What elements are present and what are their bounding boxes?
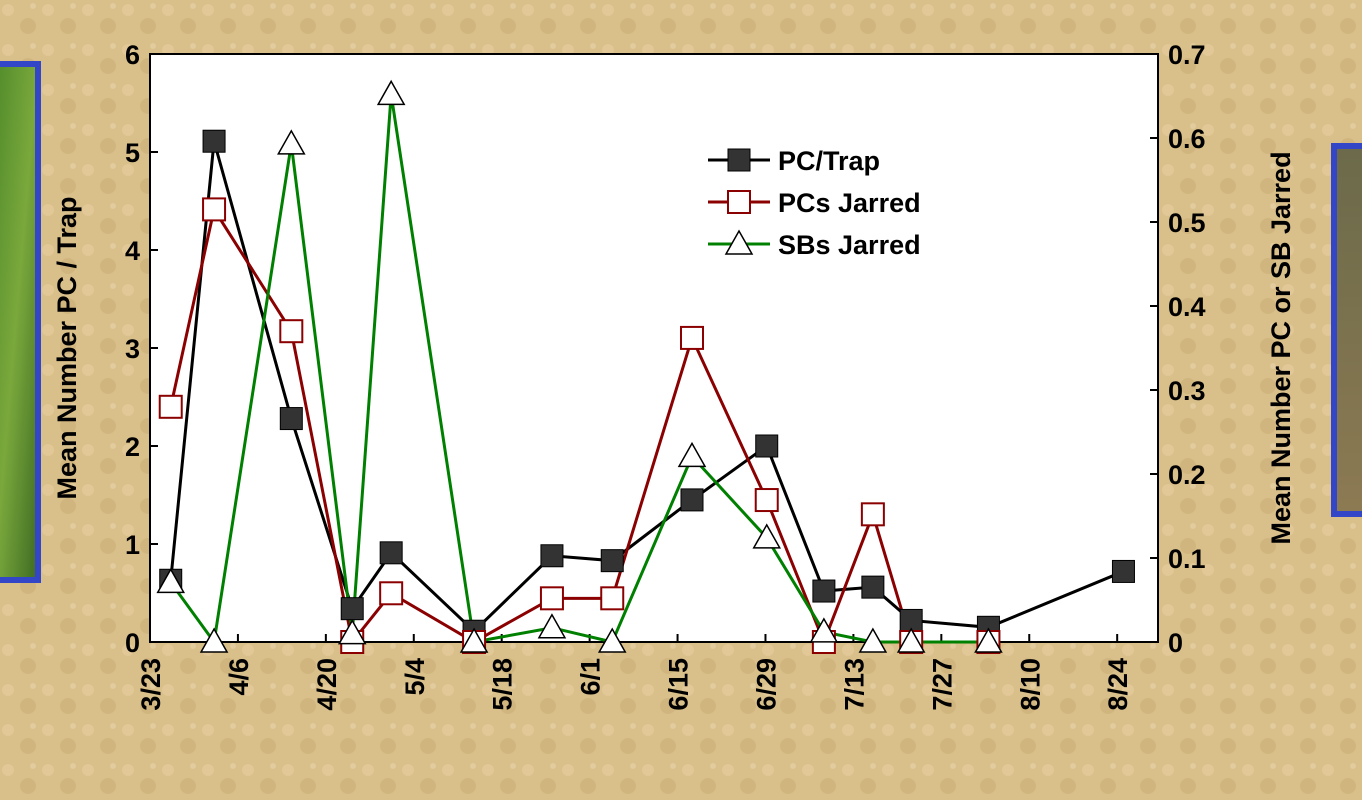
legend-label: PCs Jarred — [778, 188, 921, 218]
y2-tick-label: 0.2 — [1168, 460, 1206, 490]
point — [203, 130, 225, 152]
x-tick-label: 4/20 — [312, 658, 342, 711]
point — [681, 489, 703, 511]
x-tick-label: 6/1 — [576, 658, 606, 696]
x-tick-label: 8/10 — [1015, 658, 1045, 711]
point — [280, 320, 302, 342]
point — [380, 582, 402, 604]
plot-area — [150, 54, 1158, 642]
y-tick-label: 0 — [125, 628, 140, 658]
y2-tick-label: 0.3 — [1168, 376, 1206, 406]
y2-tick-label: 0.1 — [1168, 544, 1206, 574]
legend-label: PC/Trap — [778, 146, 880, 176]
x-tick-label: 3/23 — [136, 658, 166, 711]
y2-tick-label: 0.5 — [1168, 208, 1206, 238]
point — [862, 576, 884, 598]
y-tick-label: 3 — [125, 334, 140, 364]
point — [756, 489, 778, 511]
point — [601, 550, 623, 572]
x-tick-label: 6/15 — [664, 658, 694, 711]
point — [541, 587, 563, 609]
x-tick-label: 7/13 — [839, 658, 869, 711]
photo-left — [0, 64, 38, 580]
x-tick-label: 7/27 — [927, 658, 957, 711]
y2-tick-label: 0.4 — [1168, 292, 1206, 322]
y-tick-label: 6 — [125, 40, 140, 70]
x-tick-label: 5/4 — [400, 658, 430, 696]
y2-tick-label: 0.6 — [1168, 124, 1206, 154]
slide: Mean Number PC / Trap Mean Number PC or … — [0, 0, 1362, 800]
x-tick-label: 8/24 — [1103, 658, 1133, 711]
point — [1112, 560, 1134, 582]
y-tick-label: 4 — [125, 236, 140, 266]
legend-label: SBs Jarred — [778, 230, 921, 260]
y-axis-title: Mean Number PC / Trap — [52, 196, 82, 499]
point — [862, 503, 884, 525]
y-tick-label: 2 — [125, 432, 140, 462]
point — [203, 198, 225, 220]
x-tick-label: 4/6 — [224, 658, 254, 696]
y-tick-label: 5 — [125, 138, 140, 168]
point — [541, 545, 563, 567]
point — [160, 396, 182, 418]
y2-tick-label: 0.7 — [1168, 40, 1206, 70]
x-tick-label: 6/29 — [751, 658, 781, 711]
legend-marker — [728, 149, 750, 171]
point — [756, 435, 778, 457]
point — [601, 587, 623, 609]
y2-axis-title: Mean Number PC or SB Jarred — [1266, 151, 1296, 544]
point — [280, 408, 302, 430]
y-tick-label: 1 — [125, 530, 140, 560]
photo-right — [1334, 146, 1362, 514]
legend-marker — [728, 191, 750, 213]
point — [341, 598, 363, 620]
point — [380, 542, 402, 564]
point — [681, 327, 703, 349]
point — [813, 580, 835, 602]
y2-tick-label: 0 — [1168, 628, 1183, 658]
x-tick-label: 5/18 — [488, 658, 518, 711]
